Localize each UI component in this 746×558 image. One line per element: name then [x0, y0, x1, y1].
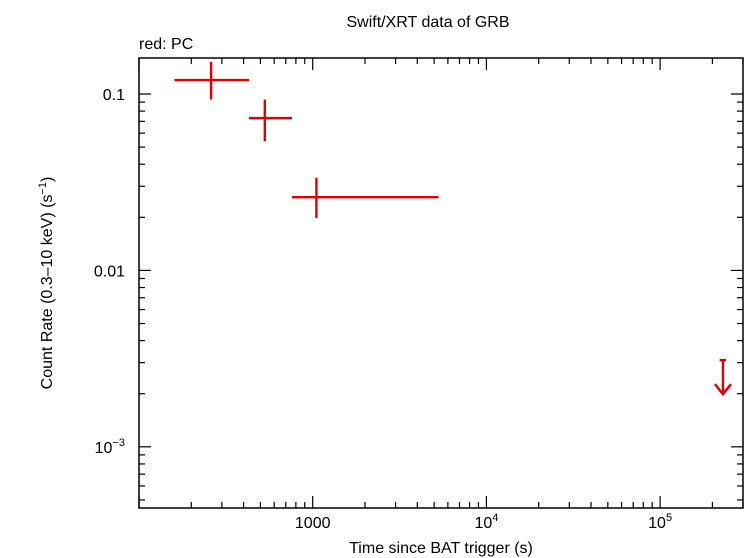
axis-tick-labels: 1000 104 105 0.1 0.01 10−3 — [94, 87, 672, 532]
upper-limit-arrowhead — [714, 383, 732, 397]
y-axis-label: Count Rate (0.3–10 keV) (s−1) — [37, 177, 56, 390]
x-axis-label: Time since BAT trigger (s) — [349, 540, 533, 557]
plot-frame — [138, 57, 744, 509]
y-axis-label-main: Count Rate (0.3–10 keV) (s — [39, 195, 56, 390]
chart-title: Swift/XRT data of GRB — [346, 14, 509, 31]
plot-area — [174, 61, 732, 397]
x-tick-label: 1000 — [295, 515, 331, 532]
chart-subtitle: red: PC — [139, 36, 193, 53]
y-tick-label: 10−3 — [95, 437, 125, 457]
y-axis-label-sup: −1 — [37, 182, 49, 195]
axis-ticks — [138, 58, 744, 508]
y-tick-label: 0.1 — [103, 87, 125, 104]
y-tick-label: 0.01 — [94, 263, 125, 280]
y-axis-label-close: ) — [39, 177, 56, 182]
x-tick-label: 105 — [648, 512, 672, 532]
x-tick-label: 104 — [474, 512, 498, 532]
